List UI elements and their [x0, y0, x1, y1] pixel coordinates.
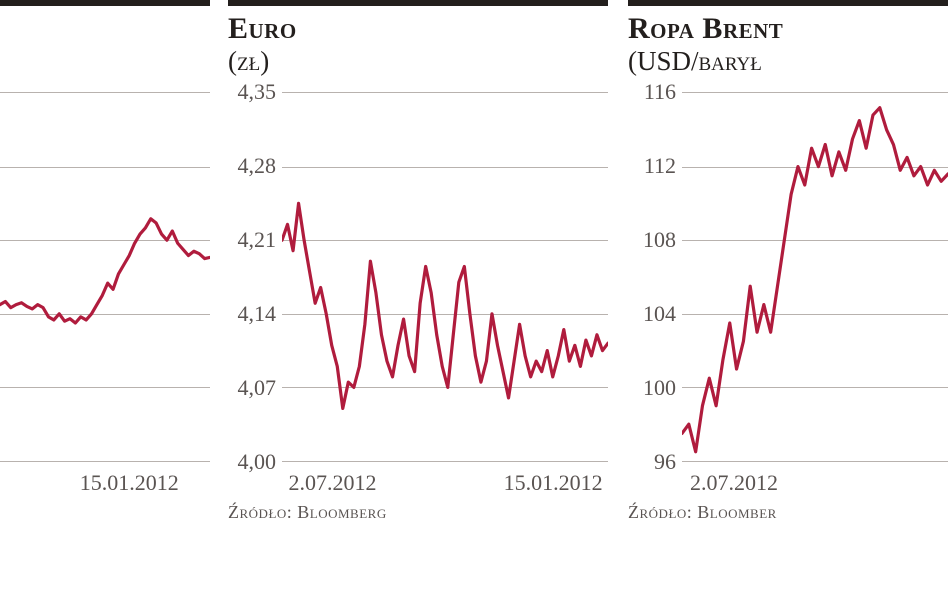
xtick-label: 2.07.2012 [289, 470, 377, 496]
ytick-label: 4,00 [238, 449, 277, 475]
source-brent: Źródło: Bloomber [628, 502, 948, 523]
plot-wrap-euro: 4,004,074,144,214,284,35 [228, 92, 608, 462]
xtick-label: 15.01.2012 [504, 470, 603, 496]
plot-wrap-left [0, 92, 210, 462]
xtick-label: 15.01.2012 [80, 470, 179, 496]
xtick-label: 2.07.2012 [690, 470, 778, 496]
plot-wrap-brent: 96100104108112116 [628, 92, 948, 462]
chart-subtitle-brent: (USD/barył [628, 46, 948, 77]
ytick-label: 96 [654, 449, 676, 475]
ytick-label: 4,21 [238, 227, 277, 253]
title-block-left [0, 0, 210, 92]
ytick-label: 112 [644, 153, 676, 179]
source-euro: Źródło: Bloomberg [228, 502, 608, 523]
charts-row: 15.01.2012 Euro (zł) 4,00 4,07 4,14 4,21 4,2… [0, 0, 948, 593]
title-block-brent: Ropa Brent (USD/barył [628, 0, 948, 92]
chart-subtitle-euro: (zł) [228, 46, 608, 77]
chart-title-euro: Euro [228, 12, 608, 46]
chart-panel-left: 15.01.2012 [0, 0, 210, 593]
ytick-label: 4,14 [238, 301, 277, 327]
ytick-label: 4,35 [238, 79, 277, 105]
plot-euro [282, 92, 608, 462]
title-block-euro: Euro (zł) [228, 0, 608, 92]
plot-left [0, 92, 210, 462]
series-line [0, 93, 210, 461]
ytick-label: 4,07 [238, 375, 277, 401]
ytick-label: 104 [643, 301, 676, 327]
chart-panel-brent: Ropa Brent (USD/barył 96100104108112116 … [628, 0, 948, 593]
plot-brent [682, 92, 948, 462]
ytick-label: 100 [643, 375, 676, 401]
chart-title-brent: Ropa Brent [628, 12, 948, 46]
ytick-label: 116 [644, 79, 676, 105]
xaxis-brent: 2.07.2012 [682, 462, 948, 502]
xaxis-euro: 2.07.2012 15.01.2012 [282, 462, 608, 502]
chart-panel-euro: Euro (zł) 4,00 4,07 4,14 4,21 4,28 4,35 2.07.… [228, 0, 608, 593]
xaxis-left: 15.01.2012 [0, 462, 210, 502]
yaxis-euro: 4,004,074,144,214,284,35 [228, 92, 282, 462]
ytick-label: 108 [643, 227, 676, 253]
ytick-label: 4,28 [238, 153, 277, 179]
yaxis-brent: 96100104108112116 [628, 92, 682, 462]
series-line [682, 93, 948, 461]
series-line [282, 93, 608, 461]
